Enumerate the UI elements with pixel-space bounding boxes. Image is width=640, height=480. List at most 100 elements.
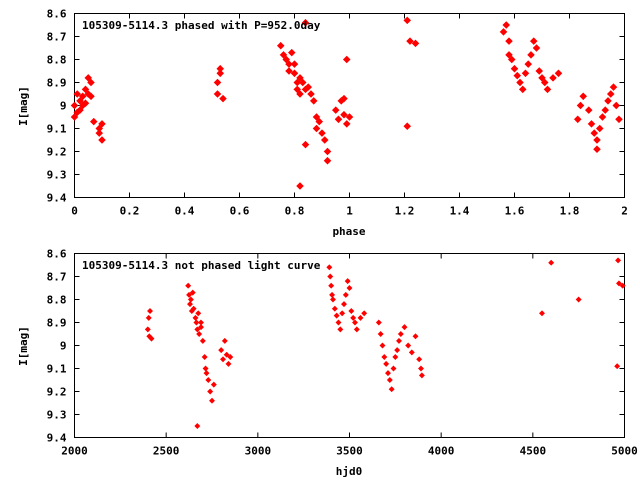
unphased-data-point bbox=[381, 354, 388, 360]
unphased-data-point bbox=[339, 310, 346, 317]
unphased-data-point bbox=[341, 301, 347, 308]
unphased-x-axis-label: hjd0 bbox=[336, 465, 363, 478]
unphased-x-tick-label: 2000 bbox=[61, 445, 88, 458]
phased-data-point bbox=[403, 16, 412, 25]
phased-data-point bbox=[323, 156, 332, 165]
unphased-data-point bbox=[207, 388, 214, 395]
phased-data-point bbox=[309, 97, 318, 105]
unphased-data-point bbox=[145, 314, 152, 321]
phased-data-point bbox=[98, 136, 106, 144]
unphased-data-point bbox=[218, 347, 225, 354]
phased-data-point bbox=[81, 99, 90, 107]
phased-data-point bbox=[213, 90, 222, 98]
unphased-data-point bbox=[385, 370, 391, 377]
unphased-data-point bbox=[198, 319, 204, 326]
unphased-x-tick-label: 5000 bbox=[611, 445, 638, 458]
unphased-data-point bbox=[616, 280, 622, 287]
phased-y-axis-label: I[mag] bbox=[17, 86, 30, 126]
unphased-data-point bbox=[185, 282, 192, 289]
phased-data-point bbox=[87, 92, 95, 101]
unphased-data-point bbox=[350, 314, 357, 321]
unphased-data-point bbox=[361, 310, 368, 317]
unphased-data-point bbox=[202, 365, 209, 372]
phased-y-tick-label: 9.1 bbox=[47, 123, 67, 136]
phased-ticks: 0 0.2 0.4 0.6 0.8 1 1.2 1.4 1.6 1.8 2 8.6 8.7 8.8 8.9 9… bbox=[47, 8, 628, 218]
phased-data-point bbox=[84, 74, 93, 82]
unphased-y-axis-label: I[mag] bbox=[17, 326, 30, 366]
phased-data-point bbox=[593, 145, 601, 153]
unphased-data-point bbox=[187, 296, 194, 303]
phased-data-point bbox=[312, 113, 321, 121]
unphased-data-point bbox=[392, 354, 399, 360]
phased-data-point bbox=[216, 69, 225, 78]
unphased-data-point bbox=[383, 360, 390, 367]
unphased-data-point bbox=[209, 397, 215, 404]
phased-data-point bbox=[606, 90, 615, 98]
phased-data-point bbox=[342, 120, 351, 128]
phased-data-point bbox=[301, 18, 310, 27]
unphased-x-tick-label: 4000 bbox=[428, 445, 455, 458]
unphased-data-point bbox=[346, 285, 353, 291]
unphased-data-point bbox=[201, 354, 208, 360]
phased-data-point bbox=[87, 78, 95, 87]
phased-data-point bbox=[507, 55, 516, 64]
phased-y-tick-label: 9.3 bbox=[47, 169, 67, 182]
unphased-y-tick-label: 9.4 bbox=[47, 432, 67, 445]
phased-data-point bbox=[524, 60, 533, 68]
phased-data-point bbox=[78, 92, 87, 101]
unphased-data-point bbox=[144, 326, 151, 333]
unphased-data-point bbox=[353, 326, 360, 333]
phased-x-tick-label: 0 bbox=[71, 205, 78, 218]
phased-y-tick-label: 9.2 bbox=[47, 146, 67, 159]
phased-data-point bbox=[89, 117, 98, 126]
phased-data-point bbox=[334, 115, 343, 124]
unphased-x-tick-label: 2500 bbox=[153, 445, 180, 458]
unphased-data-point bbox=[187, 301, 193, 308]
phased-data-point bbox=[532, 44, 541, 52]
unphased-data-point bbox=[329, 291, 336, 298]
phased-data-point bbox=[285, 67, 293, 75]
phased-data-point bbox=[612, 101, 621, 110]
unphased-data-point bbox=[575, 296, 582, 303]
phased-light-curve-panel: 0 0.2 0.4 0.6 0.8 1 1.2 1.4 1.6 1.8 2 8.6 8.7 8.8 8.9 9… bbox=[17, 8, 628, 239]
phased-data-point bbox=[70, 101, 79, 110]
phased-x-tick-label: 0.8 bbox=[285, 205, 305, 218]
phased-data-point bbox=[609, 83, 618, 91]
phased-data-point bbox=[340, 110, 348, 119]
phased-data-point bbox=[554, 69, 563, 78]
phased-data-point bbox=[576, 101, 585, 110]
unphased-x-tick-label: 3000 bbox=[245, 445, 272, 458]
phased-data-point bbox=[312, 124, 321, 133]
unphased-data-point bbox=[330, 296, 336, 303]
phased-data-point bbox=[76, 97, 84, 105]
unphased-data-point bbox=[539, 310, 545, 317]
unphased-data-point bbox=[418, 372, 425, 379]
phased-x-tick-label: 0.4 bbox=[175, 205, 195, 218]
unphased-data-point bbox=[221, 337, 228, 344]
unphased-data-point bbox=[194, 423, 201, 429]
unphased-ticks: 2000 2500 3000 3500 4000 4500 5000 8.6 8.7 8.8 8.9… bbox=[47, 248, 638, 458]
unphased-data-point bbox=[147, 308, 153, 314]
phased-data-point bbox=[593, 136, 601, 144]
phased-data-point bbox=[505, 37, 513, 45]
phased-data-point bbox=[279, 51, 288, 59]
unphased-data-point bbox=[205, 377, 212, 383]
phased-plot-title: 105309-5114.3 phased with P=952.0day bbox=[82, 19, 321, 32]
phased-data-point bbox=[598, 113, 607, 121]
unphased-data-point bbox=[615, 257, 622, 264]
unphased-y-tick-label: 8.6 bbox=[47, 248, 67, 261]
phased-x-tick-label: 1.4 bbox=[450, 205, 470, 218]
unphased-data-point bbox=[223, 351, 230, 358]
unphased-data-point bbox=[396, 337, 402, 344]
unphased-data-point bbox=[335, 319, 342, 326]
unphased-x-tick-label: 3500 bbox=[336, 445, 363, 458]
unphased-data-point bbox=[326, 264, 333, 271]
phased-data-point bbox=[406, 37, 414, 45]
unphased-data-point bbox=[225, 360, 232, 367]
phased-data-point bbox=[573, 115, 582, 124]
phased-data-point bbox=[98, 120, 106, 128]
phased-data-point bbox=[540, 78, 549, 87]
phased-x-axis-label: phase bbox=[332, 225, 365, 238]
unphased-plot-title: 105309-5114.3 not phased light curve bbox=[82, 259, 321, 272]
phased-y-tick-label: 8.7 bbox=[47, 31, 67, 44]
